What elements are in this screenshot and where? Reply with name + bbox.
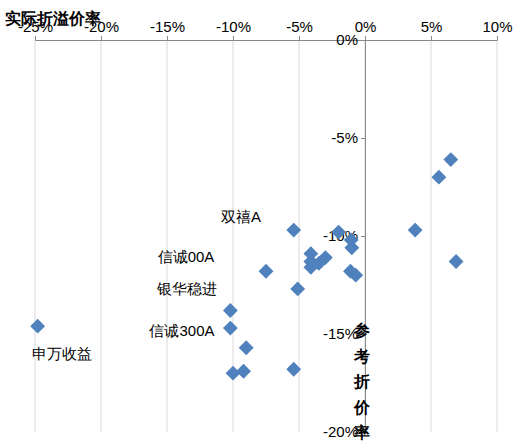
point bbox=[236, 364, 251, 379]
point bbox=[223, 321, 238, 336]
point bbox=[286, 223, 301, 238]
x-tick-mark bbox=[431, 36, 432, 40]
annotation: 信诚00A bbox=[158, 248, 215, 265]
x-tick-label: -5% bbox=[286, 18, 313, 35]
grid-line bbox=[167, 40, 168, 432]
point bbox=[290, 282, 305, 297]
point bbox=[443, 152, 458, 167]
x-tick-mark bbox=[299, 36, 300, 40]
x-tick: -10% bbox=[216, 18, 251, 40]
x-axis-title: 参考折价率 bbox=[353, 322, 371, 441]
grid-line bbox=[35, 40, 36, 432]
point bbox=[408, 223, 423, 238]
point bbox=[344, 240, 359, 255]
annotation: 信诚300A bbox=[149, 322, 214, 339]
x-tick-label: 10% bbox=[482, 18, 512, 35]
annotation: 银华稳进 bbox=[156, 280, 217, 297]
y-tick-mark bbox=[361, 236, 365, 237]
x-tick-mark bbox=[233, 36, 234, 40]
grid-line bbox=[431, 40, 432, 432]
grid-line bbox=[299, 40, 300, 432]
x-tick-label: -15% bbox=[150, 18, 185, 35]
point bbox=[239, 340, 254, 355]
grid-line bbox=[101, 40, 102, 432]
point bbox=[449, 254, 464, 269]
y-tick: -5% bbox=[331, 129, 365, 146]
point bbox=[223, 303, 238, 318]
y-axis-title: 实际折溢价率 bbox=[5, 9, 101, 27]
grid-line bbox=[497, 40, 498, 432]
y-tick-label: -15% bbox=[323, 325, 358, 342]
point bbox=[432, 170, 447, 185]
x-tick-mark bbox=[167, 36, 168, 40]
point bbox=[30, 319, 45, 334]
x-tick-label: -10% bbox=[216, 18, 251, 35]
point bbox=[318, 250, 333, 265]
y-tick-label: -5% bbox=[331, 129, 358, 146]
x-tick: -5% bbox=[286, 18, 313, 40]
x-tick: 5% bbox=[421, 18, 443, 40]
x-axis-line bbox=[36, 36, 498, 41]
x-grid bbox=[35, 40, 497, 432]
x-tick: -15% bbox=[150, 18, 185, 40]
y-tick-mark bbox=[361, 40, 365, 41]
x-tick-label: 5% bbox=[421, 18, 443, 35]
point bbox=[348, 268, 363, 283]
y-tick: 0% bbox=[336, 31, 365, 48]
y-tick-label: -20% bbox=[323, 423, 358, 440]
x-tick-mark bbox=[35, 36, 36, 40]
point bbox=[259, 264, 274, 279]
annotation: 双禧A bbox=[221, 208, 261, 225]
chart: -25%-20%-15%-10%-5%0%5%10%0%-5%-10%-15%-… bbox=[0, 0, 530, 448]
x-tick-mark bbox=[497, 36, 498, 40]
point bbox=[286, 362, 301, 377]
points bbox=[30, 152, 463, 380]
annotation: 申万收益 bbox=[32, 345, 92, 362]
y-tick-mark bbox=[361, 138, 365, 139]
x-tick: 10% bbox=[482, 18, 512, 40]
x-tick-mark bbox=[365, 36, 366, 40]
annotations: 双禧A 信诚00A 银华稳进信诚300A 申万收益 bbox=[32, 208, 261, 362]
point bbox=[331, 225, 346, 240]
x-tick-mark bbox=[101, 36, 102, 40]
y-tick: -10% bbox=[323, 227, 365, 244]
y-tick-label: 0% bbox=[336, 31, 358, 48]
